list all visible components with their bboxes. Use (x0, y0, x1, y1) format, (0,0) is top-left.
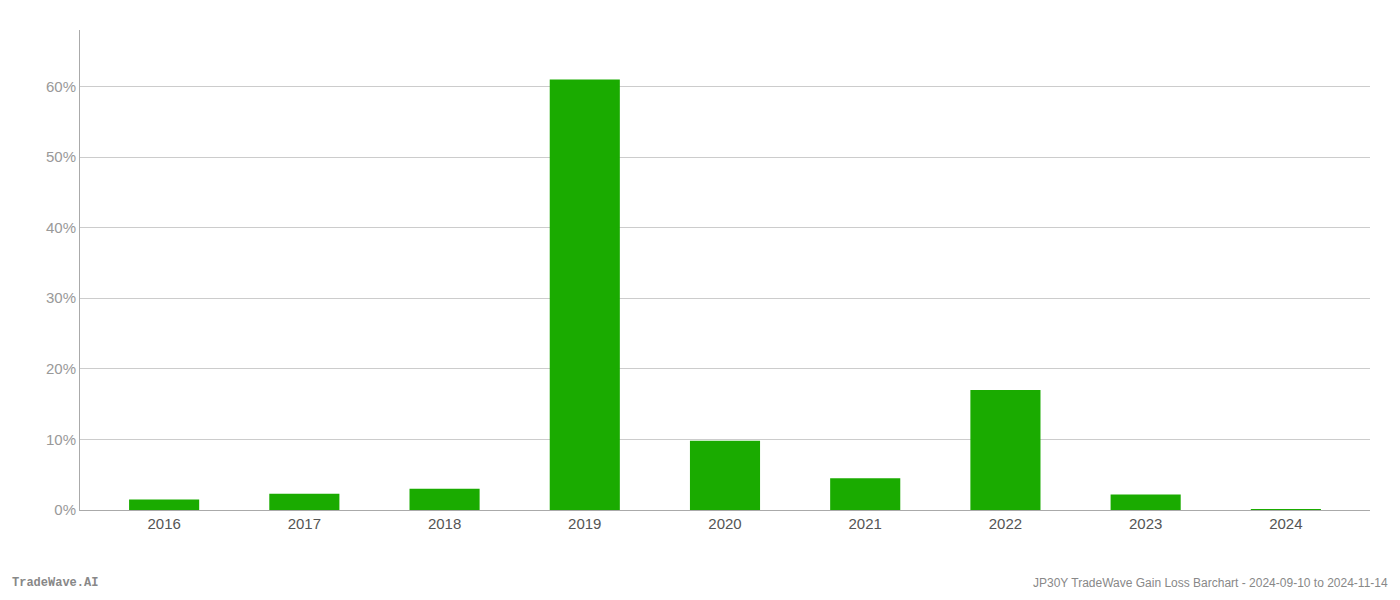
svg-text:10%: 10% (46, 431, 76, 448)
svg-text:2020: 2020 (708, 515, 741, 532)
svg-text:2017: 2017 (288, 515, 321, 532)
svg-text:TradeWave.AI: TradeWave.AI (12, 576, 98, 590)
svg-text:2023: 2023 (1129, 515, 1162, 532)
svg-text:60%: 60% (46, 78, 76, 95)
svg-text:40%: 40% (46, 219, 76, 236)
svg-text:30%: 30% (46, 289, 76, 306)
svg-text:0%: 0% (54, 501, 76, 518)
svg-text:2022: 2022 (989, 515, 1022, 532)
svg-text:2019: 2019 (568, 515, 601, 532)
svg-text:50%: 50% (46, 148, 76, 165)
svg-text:2018: 2018 (428, 515, 461, 532)
svg-text:20%: 20% (46, 360, 76, 377)
svg-text:2021: 2021 (849, 515, 882, 532)
svg-text:JP30Y TradeWave Gain Loss Barc: JP30Y TradeWave Gain Loss Barchart - 202… (1033, 576, 1388, 590)
svg-text:2016: 2016 (147, 515, 180, 532)
svg-text:2024: 2024 (1269, 515, 1302, 532)
